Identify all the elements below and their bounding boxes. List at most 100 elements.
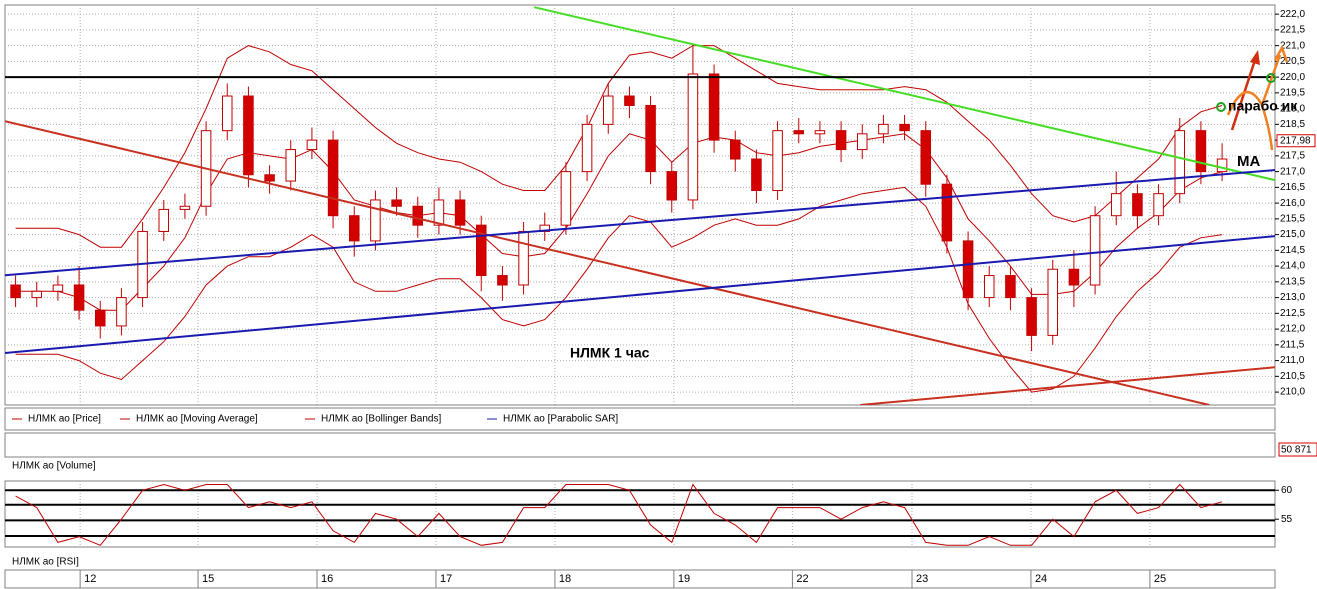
legend-label: НЛМК ао [Bollinger Bands] bbox=[321, 414, 441, 425]
candle-body bbox=[983, 275, 995, 299]
x-tick-label: 15 bbox=[202, 573, 214, 585]
chart-title: НЛМК 1 час bbox=[570, 345, 650, 361]
candle-body bbox=[348, 215, 360, 242]
candle-body bbox=[31, 290, 43, 299]
x-tick-label: 22 bbox=[796, 573, 808, 585]
rsi-legend: НЛМК ао [RSI] bbox=[12, 557, 79, 568]
y-tick-label: 214,0 bbox=[1280, 261, 1305, 272]
candle-body bbox=[729, 139, 741, 160]
y-tick-label: 60 bbox=[1281, 485, 1293, 496]
legend-label: НЛМК ао [Moving Average] bbox=[136, 414, 258, 425]
y-tick-label: 211,0 bbox=[1280, 355, 1305, 366]
trendline bbox=[5, 235, 1275, 355]
annotation: парабо ик bbox=[1228, 98, 1298, 114]
overlay: НЛМК 1 час парабо ик MA НЛМК ао [Volume]… bbox=[12, 45, 1298, 568]
rsi-line bbox=[15, 483, 1223, 546]
candle-body bbox=[73, 284, 85, 311]
price-label: 217,98 bbox=[1280, 135, 1311, 146]
y-tick-label: 218,5 bbox=[1280, 119, 1305, 130]
candle-body bbox=[624, 95, 635, 106]
volume-label: 50 871 bbox=[1281, 445, 1312, 456]
trendline bbox=[5, 120, 1210, 405]
candle-body bbox=[1132, 193, 1143, 217]
candle-body bbox=[1068, 268, 1080, 286]
y-tick-label: 216,0 bbox=[1280, 198, 1305, 209]
x-tick-label: 19 bbox=[678, 573, 690, 585]
candle-body bbox=[645, 104, 656, 173]
candle-body bbox=[454, 199, 466, 226]
volume-legend: НЛМК ао [Volume] bbox=[12, 461, 96, 472]
candle-body bbox=[920, 130, 932, 185]
arrowhead bbox=[1273, 45, 1289, 63]
marker bbox=[1266, 73, 1276, 83]
arrowhead bbox=[1250, 50, 1260, 65]
candle-body bbox=[962, 240, 974, 299]
y-tick-label: 214,5 bbox=[1280, 245, 1305, 256]
candle-body bbox=[306, 139, 318, 151]
candle-body bbox=[391, 199, 402, 207]
y-tick-label: 221,0 bbox=[1280, 40, 1305, 51]
volume-label-box bbox=[1278, 442, 1317, 457]
candle-body bbox=[327, 139, 339, 217]
x-tick-label: 25 bbox=[1154, 573, 1166, 585]
y-tick-label: 216,5 bbox=[1280, 182, 1305, 193]
x-tick-label: 12 bbox=[84, 573, 96, 585]
candle-body bbox=[835, 130, 847, 151]
candle-body bbox=[1005, 275, 1016, 299]
candle-body bbox=[285, 149, 297, 182]
y-tick-label: 213,0 bbox=[1280, 292, 1305, 303]
trendline bbox=[533, 6, 1275, 182]
y-tick-label: 213,5 bbox=[1280, 276, 1305, 287]
candle-body bbox=[518, 230, 529, 286]
candle-body bbox=[772, 130, 783, 192]
candle-body bbox=[751, 158, 762, 192]
y-tick-label: 215,5 bbox=[1280, 213, 1305, 224]
candle-body bbox=[158, 208, 170, 232]
indicator-line bbox=[15, 133, 1223, 311]
y-tick-label: 221,5 bbox=[1280, 25, 1305, 36]
trendline bbox=[5, 169, 1275, 277]
indicator-line bbox=[15, 45, 1223, 248]
x-axis bbox=[4, 569, 1276, 589]
y-tick-label: 211,5 bbox=[1280, 339, 1305, 350]
arrow bbox=[1260, 54, 1282, 106]
indicator-line bbox=[15, 186, 1223, 393]
legend-strip bbox=[4, 407, 1276, 431]
y-tick-label: 217,5 bbox=[1280, 151, 1305, 162]
arrow bbox=[1230, 59, 1257, 131]
candle-body bbox=[1047, 268, 1059, 336]
candle-body bbox=[814, 130, 826, 135]
price-plot bbox=[5, 5, 1275, 405]
x-tick-label: 23 bbox=[916, 573, 928, 585]
y-tick-label: 222,0 bbox=[1280, 9, 1305, 20]
candle-body bbox=[475, 224, 487, 277]
candle-body bbox=[602, 95, 614, 125]
candle-body bbox=[221, 95, 233, 132]
candle-body bbox=[560, 171, 572, 226]
marker bbox=[1216, 102, 1226, 112]
candle-body bbox=[941, 183, 953, 242]
y-tick-label: 55 bbox=[1281, 514, 1293, 525]
candle-body bbox=[1174, 130, 1186, 195]
x-tick-label: 17 bbox=[440, 573, 452, 585]
candle-body bbox=[899, 123, 910, 132]
candle-body bbox=[10, 284, 21, 299]
y-tick-label: 210,5 bbox=[1280, 371, 1305, 382]
candle-body bbox=[1153, 193, 1164, 217]
candle-body bbox=[687, 73, 699, 201]
x-tick-label: 18 bbox=[559, 573, 571, 585]
candle-body bbox=[1110, 193, 1122, 217]
candle-body bbox=[433, 199, 445, 226]
candle-body bbox=[666, 171, 678, 201]
y-tick-label: 215,0 bbox=[1280, 229, 1305, 240]
candle-body bbox=[1216, 158, 1228, 173]
candle-body bbox=[243, 95, 254, 176]
legend-label: НЛМК ао [Parabolic SAR] bbox=[503, 414, 618, 425]
y-tick-label: 212,0 bbox=[1280, 324, 1305, 335]
y-tick-label: 212,5 bbox=[1280, 308, 1305, 319]
candle-body bbox=[412, 205, 424, 226]
y-tick-label: 220,5 bbox=[1280, 56, 1305, 67]
candle-body bbox=[52, 284, 64, 292]
x-tick-label: 16 bbox=[321, 573, 333, 585]
y-tick-label: 217,0 bbox=[1280, 166, 1305, 177]
